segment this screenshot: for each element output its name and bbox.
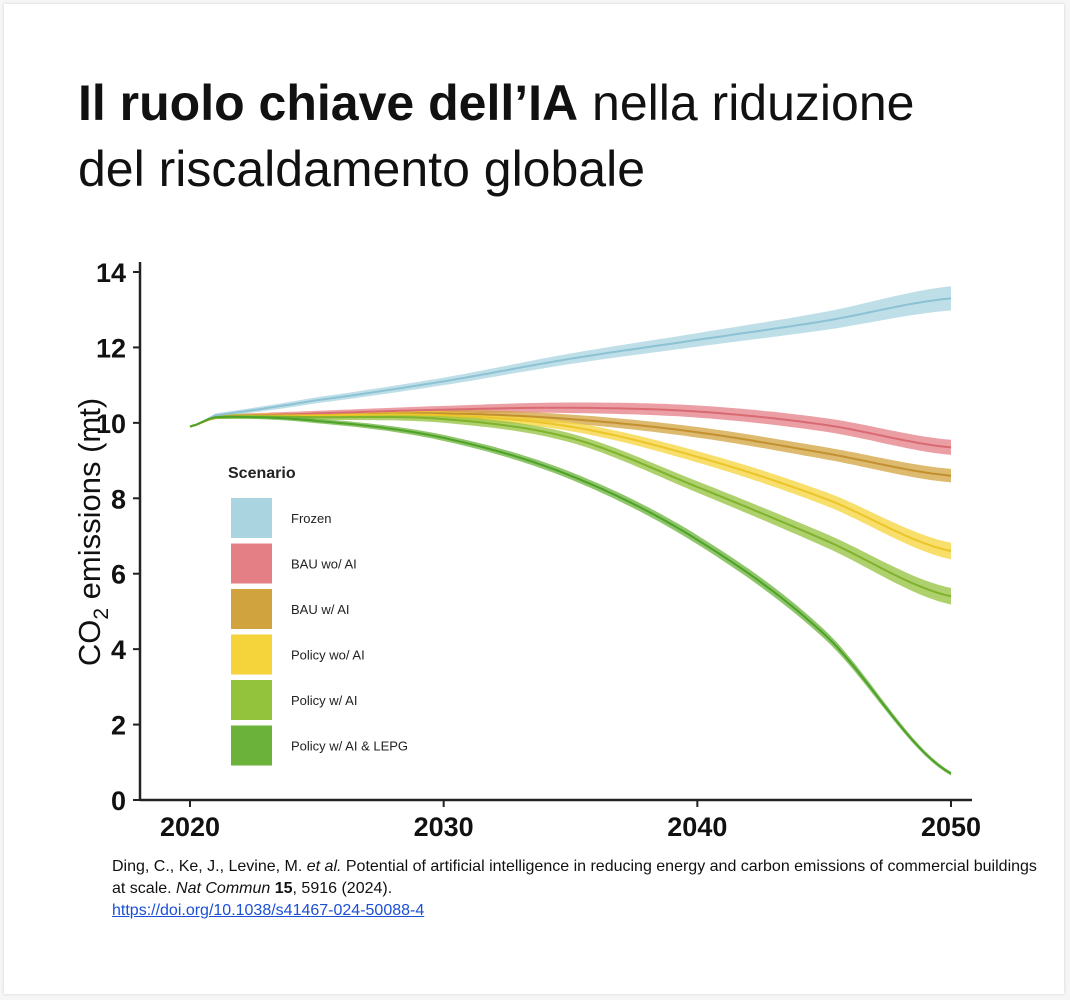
- y-tick-label: 12: [96, 333, 126, 363]
- legend-label: Policy w/ AI & LEPG: [291, 739, 408, 754]
- line-1: [189, 406, 952, 449]
- y-tick-label: 14: [96, 258, 126, 288]
- legend-swatch: [231, 634, 272, 675]
- series-lines: [189, 297, 952, 775]
- y-tick-label: 6: [111, 560, 126, 590]
- x-tick-label: 2020: [160, 812, 220, 842]
- x-tick-label: 2050: [921, 812, 981, 842]
- citation-text: Potential of artificial intelligence in …: [112, 858, 1037, 897]
- legend-swatch: [231, 680, 272, 720]
- x-tick-label: 2030: [414, 812, 474, 842]
- legend-label: BAU w/ AI: [291, 602, 350, 617]
- y-tick-label: 2: [111, 711, 126, 741]
- y-ticks: 0 2 4 6 8 10 12 14: [96, 258, 140, 816]
- x-tick-label: 2040: [667, 812, 727, 842]
- y-tick-label: 0: [111, 786, 126, 816]
- band-3: [190, 411, 951, 560]
- legend-title: Scenario: [228, 465, 296, 482]
- citation: Ding, C., Ke, J., Levine, M. et al. Pote…: [112, 856, 1052, 922]
- slide: Il ruolo chiave dell’IA nella riduzione d…: [4, 4, 1064, 994]
- title-line2: del riscaldamento globale: [78, 141, 646, 197]
- chart-axes: [138, 262, 972, 802]
- line-0: [189, 297, 952, 428]
- legend-label: Frozen: [291, 511, 331, 526]
- title-rest: nella riduzione: [578, 75, 915, 131]
- citation-rest: , 5916 (2024).: [292, 880, 393, 897]
- legend-swatch: [231, 498, 272, 538]
- legend-label: BAU wo/ AI: [291, 557, 357, 572]
- x-ticks: 2020 2030 2040 2050: [160, 800, 981, 842]
- citation-etal: et al.: [306, 858, 342, 875]
- legend-label: Policy wo/ AI: [291, 648, 365, 663]
- title-bold: Il ruolo chiave dell’IA: [78, 75, 579, 131]
- y-axis-label: CO2 emissions (mt): [72, 398, 113, 666]
- slide-title: Il ruolo chiave dell’IA nella riduzione d…: [78, 70, 1058, 202]
- line-5: [189, 415, 952, 775]
- line-3: [189, 413, 952, 553]
- citation-journal: Nat Commun: [176, 880, 271, 897]
- line-4: [189, 415, 952, 598]
- legend-label: Policy w/ AI: [291, 693, 357, 708]
- citation-authors: Ding, C., Ke, J., Levine, M.: [112, 858, 307, 875]
- emissions-chart: 0 2 4 6 8 10 12 14 2020 2030 2040 2050 CO2 emissio…: [72, 258, 981, 842]
- band-5: [190, 415, 951, 776]
- legend: Scenario Frozen BAU wo/ AI BAU w/ AI Policy…: [228, 465, 408, 766]
- citation-volume: 15: [274, 880, 293, 897]
- legend-swatch: [231, 725, 272, 766]
- y-tick-label: 4: [111, 635, 126, 665]
- y-tick-label: 8: [111, 484, 126, 514]
- y-tick-label: 10: [96, 409, 126, 439]
- band-1: [190, 402, 951, 455]
- legend-swatch: [231, 589, 272, 629]
- doi-link[interactable]: https://doi.org/10.1038/s41467-024-50088…: [112, 902, 425, 919]
- legend-swatch: [231, 543, 272, 584]
